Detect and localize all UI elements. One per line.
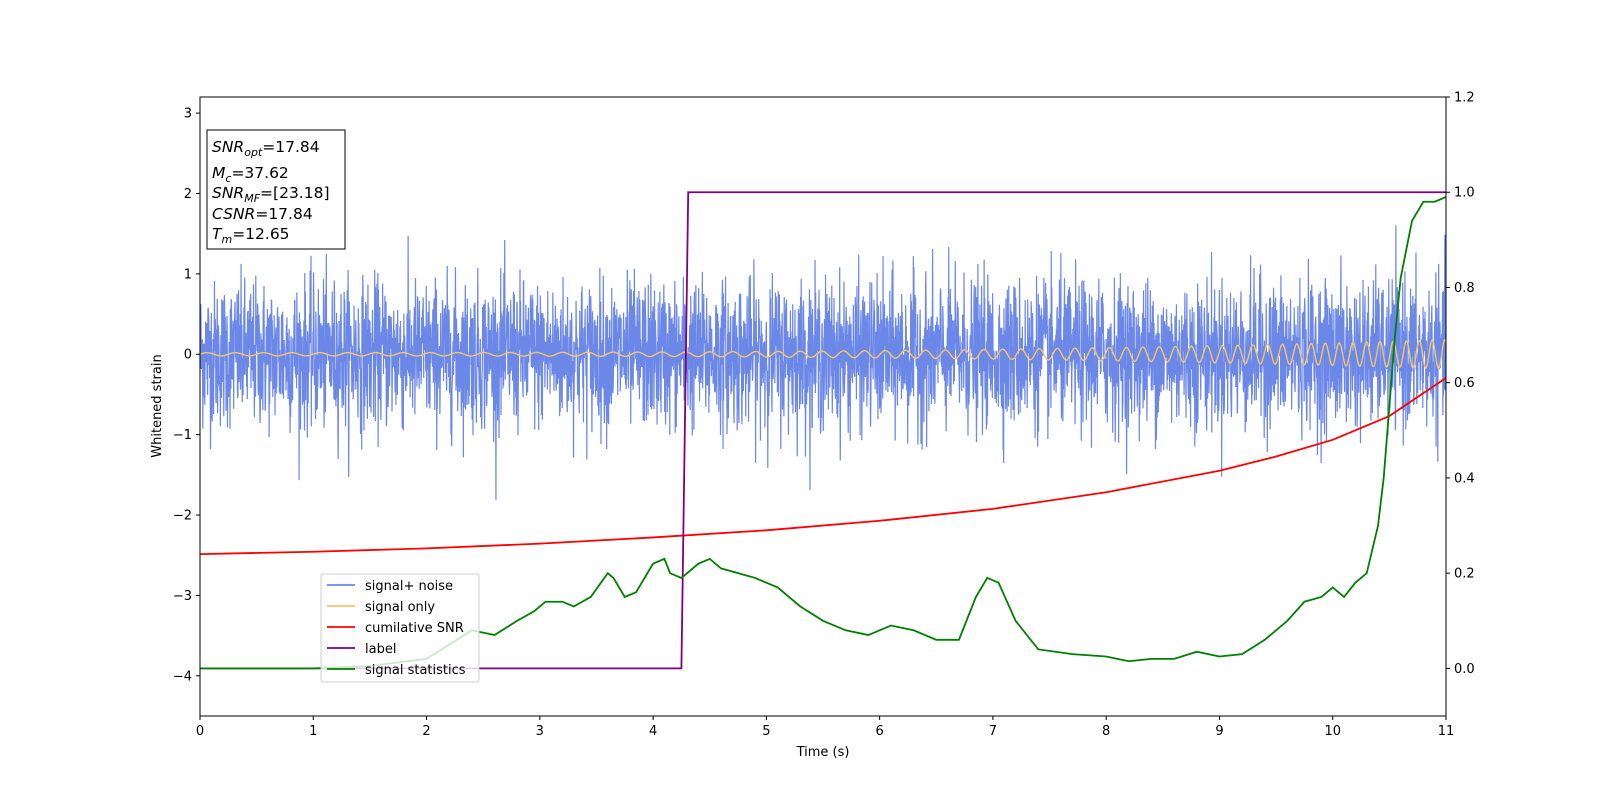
x-tick-label: 6: [875, 724, 883, 739]
mc-annotation: Mc=37.62: [212, 164, 289, 185]
x-tick-label: 11: [1438, 724, 1455, 739]
signal-statistics-line: [200, 196, 1447, 670]
y-left-tick-label: −3: [173, 589, 192, 604]
plot-frame: [199, 96, 1447, 717]
x-axis-label: Time (s): [796, 745, 850, 760]
x-tick-label: 2: [422, 724, 430, 739]
y-right-axis-ticks: 1.2 1.0 0.8 0.6 0.4 0.2 0.0: [1446, 91, 1475, 677]
y-left-tick-label: 1: [184, 267, 192, 282]
tm-annotation: Tm=12.65: [212, 225, 290, 246]
legend-label-signal-only: signal only: [365, 600, 435, 615]
signal-noise-series: [199, 225, 1447, 500]
y-axis-label: Whitened strain: [150, 354, 165, 457]
y-left-tick-label: 2: [184, 187, 192, 202]
y-right-tick-label: 0.2: [1454, 567, 1475, 582]
y-right-tick-label: 1.2: [1454, 91, 1475, 106]
x-tick-label: 3: [536, 724, 544, 739]
y-right-tick-label: 0.8: [1454, 281, 1475, 296]
legend-label-signal-statistics: signal statistics: [365, 663, 466, 678]
x-tick-label: 0: [196, 724, 204, 739]
x-tick-label: 1: [309, 724, 317, 739]
y-left-tick-label: 3: [184, 107, 192, 122]
y-right-tick-label: 0.4: [1454, 471, 1475, 486]
legend: signal+ noise signal only cumilative SNR…: [320, 573, 480, 683]
signal-noise-line: [199, 225, 1447, 500]
snr-opt-annotation: SNRopt=17.84: [212, 138, 320, 159]
signal-only-line: [199, 339, 1447, 370]
legend-label-label: label: [365, 642, 396, 657]
y-right-tick-label: 0.0: [1454, 662, 1475, 677]
y-right-tick-label: 0.6: [1454, 376, 1475, 391]
x-tick-label: 4: [649, 724, 657, 739]
legend-label-cumulative-snr: cumilative SNR: [365, 621, 464, 636]
cumulative-snr-line: [199, 377, 1447, 556]
y-left-tick-label: −4: [173, 669, 192, 684]
y-left-tick-label: −1: [173, 428, 192, 443]
snr-mf-annotation: SNRMF=[23.18]: [212, 184, 330, 205]
signal-only-series: [199, 339, 1447, 370]
csnr-annotation: CSNR=17.84: [212, 205, 313, 223]
y-left-tick-label: −2: [173, 509, 192, 524]
stats-annotation-box: SNRopt=17.84 Mc=37.62 SNRMF=[23.18] CSNR…: [206, 129, 346, 250]
legend-label-signal-noise: signal+ noise: [365, 579, 453, 594]
y-left-axis-ticks: 3 2 1 0 −1 −2 −3 −4: [173, 107, 200, 684]
x-tick-label: 10: [1324, 724, 1341, 739]
x-axis-ticks: 0 1 2 3 4 5 6 7 8 9 10 11: [196, 716, 1454, 739]
y-right-tick-label: 1.0: [1454, 186, 1475, 201]
x-tick-label: 7: [989, 724, 997, 739]
x-tick-label: 8: [1102, 724, 1110, 739]
x-tick-label: 9: [1215, 724, 1223, 739]
x-tick-label: 5: [762, 724, 770, 739]
y-left-tick-label: 0: [184, 348, 192, 363]
